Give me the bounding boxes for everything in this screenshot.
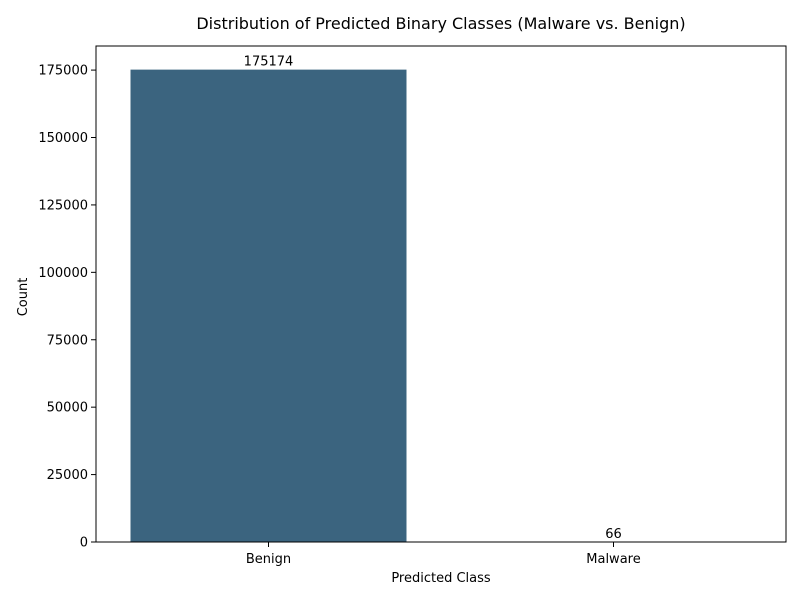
y-axis-label: Count bbox=[16, 278, 31, 317]
y-tick-label: 75000 bbox=[47, 333, 88, 348]
data-label-benign: 175174 bbox=[244, 55, 294, 70]
chart-title: Distribution of Predicted Binary Classes… bbox=[196, 14, 685, 33]
y-axis: 0 25000 50000 75000 100000 125000 150000 175000 bbox=[38, 64, 96, 551]
bar-benign bbox=[130, 69, 407, 543]
y-tick-label: 50000 bbox=[47, 401, 88, 416]
y-tick-label: 100000 bbox=[38, 266, 88, 281]
x-axis: Benign Malware bbox=[246, 542, 641, 567]
x-axis-label: Predicted Class bbox=[391, 571, 491, 586]
y-tick-label: 25000 bbox=[47, 468, 88, 483]
y-tick-label: 150000 bbox=[38, 131, 88, 146]
data-label-malware: 66 bbox=[605, 527, 622, 542]
plot-frame bbox=[95, 45, 787, 543]
y-tick-label: 175000 bbox=[38, 64, 88, 79]
y-tick-label: 0 bbox=[80, 536, 88, 551]
x-tick-label: Malware bbox=[586, 552, 640, 567]
x-tick-label: Benign bbox=[246, 552, 291, 567]
y-tick-label: 125000 bbox=[38, 198, 88, 213]
plot-area: 175174 66 bbox=[95, 45, 787, 543]
